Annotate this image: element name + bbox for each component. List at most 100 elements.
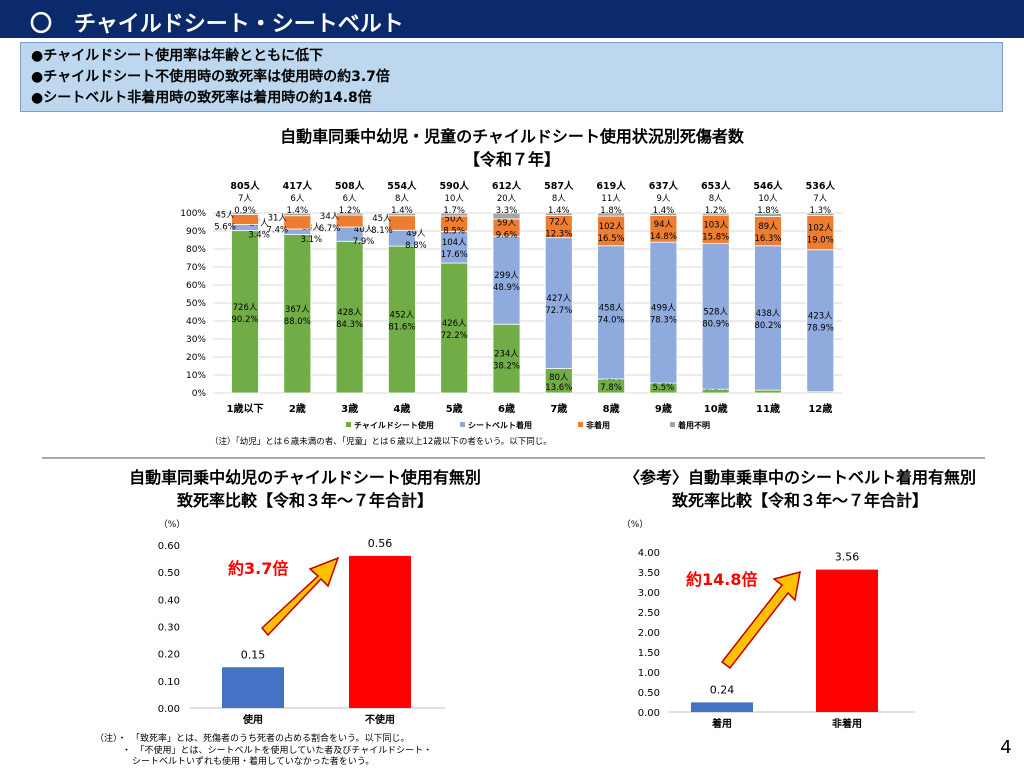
x-tick-label: 非着用 <box>832 717 862 730</box>
total-label: 508人 <box>335 180 365 192</box>
x-tick-label: 3歳 <box>341 402 358 415</box>
segment-count: 59人 <box>497 219 517 229</box>
summary-item: ●チャイルドシート不使用時の致死率は使用時の約3.7倍 <box>31 69 390 85</box>
y-tick-label: 0.00 <box>638 708 660 719</box>
total-label: 536人 <box>806 180 836 192</box>
segment-count: 452人 <box>390 311 415 321</box>
segment-percent: 15.8% <box>702 232 729 242</box>
total-label: 590人 <box>440 180 470 192</box>
segment-count: 102人 <box>599 222 624 232</box>
y-tick-label: 0.00 <box>158 704 180 715</box>
segment-percent: 72.7% <box>545 306 572 316</box>
bar-segment <box>544 212 573 216</box>
total-label: 653人 <box>701 180 731 192</box>
chart-subtitle: 【令和７年】 <box>464 150 560 169</box>
segment-count: 6人 <box>290 194 304 204</box>
bar-segment <box>754 216 782 247</box>
y-tick-label: 2.50 <box>638 608 660 619</box>
segment-count: 726人 <box>233 303 258 313</box>
segment-percent: 1.7% <box>443 206 465 216</box>
x-tick-label: 7歳 <box>550 402 567 415</box>
segment-percent: 12.3% <box>545 230 572 240</box>
x-tick-label: 4歳 <box>393 402 410 415</box>
total-label: 546人 <box>753 180 783 192</box>
x-tick-label: 11歳 <box>756 402 780 415</box>
bar-segment <box>754 212 782 217</box>
summary-box: ●チャイルドシート使用率は年齢とともに低下 ●チャイルドシート不使用時の致死率は… <box>20 42 1003 112</box>
bar-segment <box>544 237 573 369</box>
bar-segment <box>806 212 835 216</box>
segment-percent: 5.5% <box>653 383 675 393</box>
x-tick-label: 使用 <box>242 713 263 726</box>
segment-percent: 38.2% <box>493 362 520 372</box>
legend-label: チャイルドシート使用 <box>354 420 434 430</box>
y-tick-label: 0.30 <box>158 623 180 634</box>
bar-segment <box>440 212 469 217</box>
segment-percent: 19.0% <box>807 236 834 246</box>
total-label: 619人 <box>596 180 626 192</box>
bar-segment <box>283 234 312 394</box>
segment-percent: 3.1% <box>300 235 322 245</box>
segment-percent: 1.3% <box>809 206 831 216</box>
chart-title: 自動車同乗中幼児・児童のチャイルドシート使用状況別死傷者数 <box>280 127 745 146</box>
bar-segment <box>597 212 625 217</box>
bar-segment <box>492 323 521 394</box>
segment-percent: 90.2% <box>231 315 258 325</box>
chart-note: （注）「幼児」とは６歳未満の者、「児童」とは６歳以上12歳以下の者をいう。以下同… <box>210 436 552 447</box>
bar-segment <box>544 368 573 394</box>
segment-percent: 7.8% <box>600 383 622 393</box>
segment-percent: 17.6% <box>441 250 468 260</box>
y-tick-label: 0.20 <box>158 650 180 661</box>
y-tick-label: 0.50 <box>638 688 660 699</box>
data-label: 3.56 <box>835 551 860 564</box>
segment-count: 8人 <box>395 194 409 204</box>
segment-count: 458人 <box>599 303 624 313</box>
bar <box>691 702 753 712</box>
bar-segment <box>492 235 521 325</box>
bar-segment <box>231 230 259 394</box>
x-tick-label: 不使用 <box>365 713 395 726</box>
segment-percent: 3.3% <box>496 206 518 216</box>
segment-count: 102人 <box>808 224 833 234</box>
arrow-icon <box>260 556 340 637</box>
legend-swatch <box>670 422 675 427</box>
segment-count: 49人 <box>406 229 426 239</box>
segment-percent: 13.6% <box>545 383 572 393</box>
bar-segment <box>335 240 364 394</box>
ratio-annotation: 約3.7倍 <box>228 559 288 578</box>
bar-segment <box>597 245 625 380</box>
bar-segment <box>806 215 835 251</box>
y-tick-label: 1.00 <box>638 668 660 679</box>
segment-count: 9人 <box>656 194 670 204</box>
segment-count: 72人 <box>549 218 569 228</box>
segment-percent: 72.2% <box>441 331 468 341</box>
y-tick-label: 50% <box>186 299 206 309</box>
segment-percent: 1.8% <box>757 206 779 216</box>
bar-segment <box>701 212 730 216</box>
x-tick-label: 8歳 <box>603 402 620 415</box>
segment-count: 45人 <box>215 210 235 220</box>
total-label: 637人 <box>649 180 679 192</box>
bar-segment <box>597 215 625 247</box>
legend-swatch <box>578 422 583 427</box>
segment-percent: 80.2% <box>754 321 781 331</box>
data-label: 0.56 <box>368 537 393 550</box>
y-tick-label: 70% <box>186 263 206 273</box>
segment-count: 8人 <box>709 194 723 204</box>
bar-segment <box>649 215 678 243</box>
chart-subtitle: 致死率比較【令和３年～７年合計】 <box>177 491 433 510</box>
data-label: 0.15 <box>241 648 266 661</box>
ratio-annotation: 約14.8倍 <box>686 570 757 589</box>
y-tick-label: 100% <box>180 209 206 219</box>
segment-count: 10人 <box>445 194 465 204</box>
segment-count: 13人 <box>302 223 322 233</box>
segment-percent: 16.5% <box>598 234 625 244</box>
segment-percent: 74.0% <box>598 315 625 325</box>
segment-percent: 1.8% <box>600 206 622 216</box>
bar-segment <box>387 212 416 217</box>
y-tick-label: 60% <box>186 281 206 291</box>
y-tick-label: 40% <box>186 317 206 327</box>
y-tick-label: 80% <box>186 245 206 255</box>
segment-percent: 5.6% <box>214 222 236 232</box>
